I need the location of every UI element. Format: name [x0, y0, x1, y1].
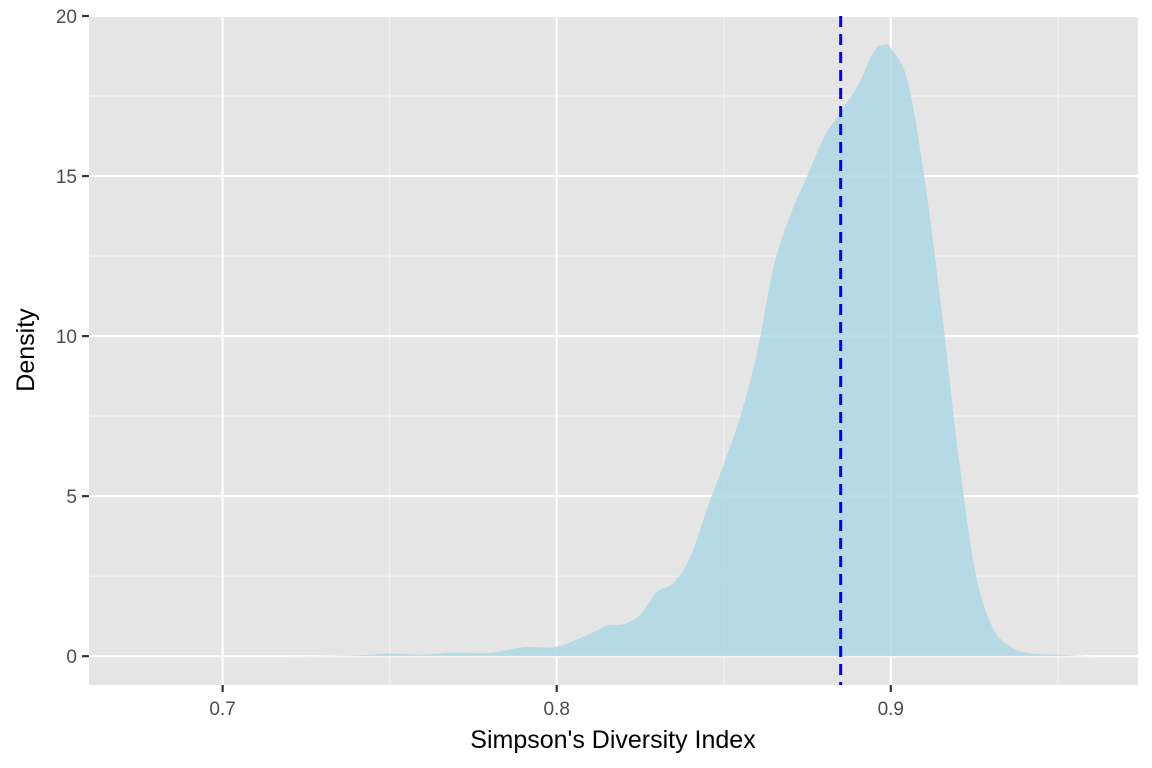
x-axis-title: Simpson's Diversity Index — [470, 726, 756, 754]
x-tick-label: 0.7 — [209, 699, 235, 720]
y-tick-label: 0 — [66, 647, 77, 668]
y-tick-label: 20 — [56, 7, 77, 28]
x-tick-label: 0.8 — [543, 699, 569, 720]
axes: 0.7 0.8 0.9 0 5 10 15 20 — [56, 7, 904, 720]
y-tick-label: 5 — [66, 487, 77, 508]
minor-grid — [89, 16, 1138, 685]
x-tick-label: 0.9 — [878, 699, 904, 720]
density-layer — [139, 43, 1092, 657]
y-tick-label: 10 — [56, 327, 77, 348]
y-axis-title: Density — [12, 308, 40, 392]
plot-panel — [89, 16, 1138, 685]
y-tick-label: 15 — [56, 167, 77, 188]
density-area — [139, 43, 1092, 657]
